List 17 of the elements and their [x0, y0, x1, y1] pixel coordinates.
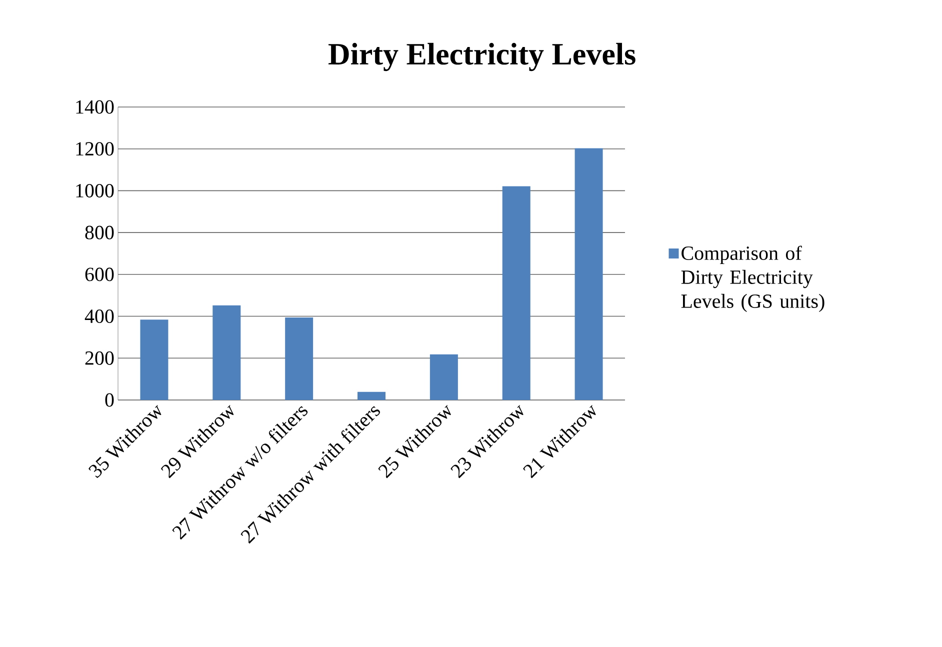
chart-title: Dirty Electricity Levels — [328, 42, 636, 72]
y-tick-label: 0 — [105, 393, 114, 407]
bar — [574, 148, 603, 400]
y-tick-label: 1000 — [76, 184, 114, 198]
y-tick-label: 600 — [85, 268, 114, 282]
legend-label: Comparison of Dirty Electricity Levels (GS units) — [681, 246, 824, 312]
bar — [502, 186, 530, 400]
bar — [140, 320, 168, 400]
bar — [430, 354, 458, 400]
y-tick-label: 1400 — [76, 100, 114, 114]
bar — [285, 318, 314, 400]
bar — [212, 305, 241, 400]
y-tick-label: 1200 — [76, 142, 114, 156]
y-tick-label: 400 — [84, 310, 114, 324]
bar — [358, 392, 386, 400]
y-tick-label: 800 — [85, 226, 114, 240]
y-tick-label: 200 — [85, 351, 114, 365]
